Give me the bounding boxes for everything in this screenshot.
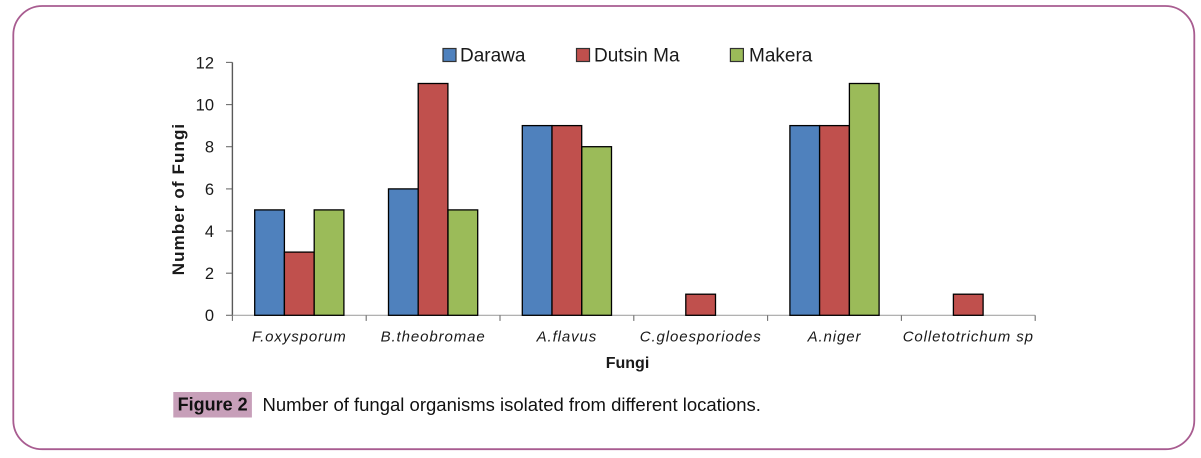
svg-text:4: 4 bbox=[205, 223, 214, 241]
svg-text:Figure 2: Figure 2 bbox=[178, 395, 248, 415]
svg-text:F.oxysporum: F.oxysporum bbox=[252, 329, 347, 346]
svg-text:A.flavus: A.flavus bbox=[536, 329, 598, 346]
svg-text:C.gloesporiodes: C.gloesporiodes bbox=[640, 329, 762, 346]
svg-text:Dutsin Ma: Dutsin Ma bbox=[594, 46, 680, 67]
svg-text:12: 12 bbox=[196, 54, 214, 72]
svg-text:B.theobromae: B.theobromae bbox=[381, 329, 486, 346]
svg-text:2: 2 bbox=[205, 265, 214, 283]
svg-text:0: 0 bbox=[205, 307, 214, 325]
svg-text:Number of Fungi: Number of Fungi bbox=[169, 123, 188, 275]
svg-text:6: 6 bbox=[205, 181, 214, 199]
svg-text:Number of fungal organisms iso: Number of fungal organisms isolated from… bbox=[263, 394, 761, 415]
svg-text:Darawa: Darawa bbox=[460, 46, 526, 67]
svg-text:Makera: Makera bbox=[749, 46, 813, 67]
svg-text:Colletotrichum sp: Colletotrichum sp bbox=[903, 329, 1034, 346]
svg-text:Fungi: Fungi bbox=[606, 355, 650, 372]
svg-text:8: 8 bbox=[205, 139, 214, 157]
svg-text:10: 10 bbox=[196, 97, 214, 115]
svg-text:A.niger: A.niger bbox=[807, 329, 862, 346]
